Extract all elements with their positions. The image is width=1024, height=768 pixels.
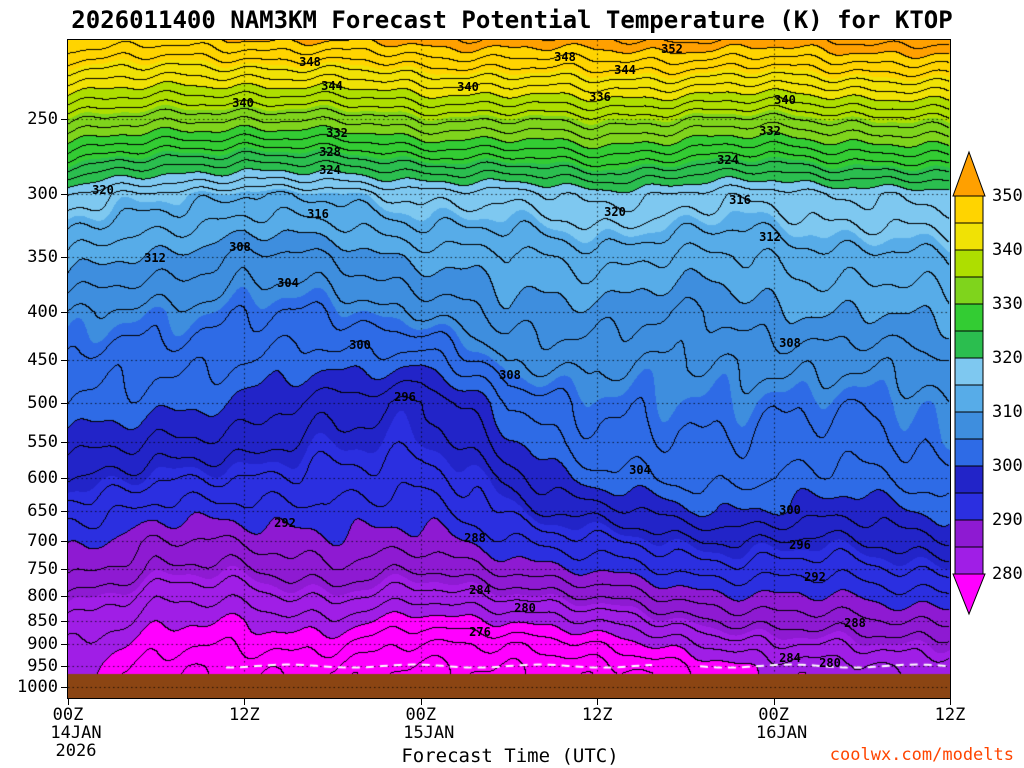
- colorbar-segment: [954, 195, 984, 224]
- time-tick-label: 12Z: [229, 705, 260, 725]
- colorbar-tick-label: 340: [992, 240, 1023, 260]
- time-tick-label: 12Z: [934, 705, 966, 725]
- plot-area: 348 344 340 340 348 352 344 336 340 332 332 328 324 3…: [67, 39, 951, 699]
- colorbar-segment: [954, 330, 984, 359]
- contour-field-canvas: [67, 39, 951, 699]
- colorbar-segment: [954, 546, 984, 575]
- pressure-tick-mark: [61, 595, 68, 597]
- pressure-tick-mark: [61, 257, 68, 259]
- pressure-tick-label: 500: [27, 393, 58, 414]
- colorbar-segment: [954, 438, 984, 467]
- colorbar: 280 290 300 310 320 330 340 350: [952, 148, 1024, 626]
- pressure-tick-mark: [61, 311, 68, 313]
- colorbar-tick-label: 320: [992, 348, 1023, 368]
- pressure-tick-mark: [61, 541, 68, 542]
- chart-title: 2026011400 NAM3KM Forecast Potential Tem…: [71, 6, 953, 34]
- pressure-tick-label: 700: [27, 531, 58, 551]
- date-label: 16JAN: [756, 723, 808, 743]
- pressure-tick-mark: [61, 119, 68, 121]
- pressure-tick-mark: [61, 687, 68, 689]
- pressure-tick-label: 600: [27, 467, 58, 488]
- colorbar-segment: [954, 222, 984, 251]
- colorbar-top-arrow: [952, 150, 986, 197]
- pressure-tick-mark: [61, 403, 68, 405]
- pressure-tick-label: 250: [27, 109, 58, 130]
- pressure-tick-label: 800: [27, 585, 58, 606]
- watermark-link[interactable]: coolwx.com/modelts: [829, 745, 1014, 765]
- colorbar-svg: [952, 150, 986, 616]
- pressure-tick-mark: [61, 666, 68, 668]
- colorbar-tick-label: 330: [992, 294, 1023, 314]
- pressure-tick-label: 450: [27, 350, 58, 371]
- pressure-tick-mark: [61, 643, 68, 645]
- pressure-tick-label: 650: [27, 500, 58, 521]
- pressure-tick-label: 400: [27, 301, 58, 322]
- date-label: 14JAN: [50, 723, 102, 743]
- colorbar-segment: [954, 303, 984, 332]
- pressure-tick-mark: [61, 360, 68, 362]
- time-tick-label: 12Z: [581, 705, 613, 725]
- pressure-tick-label: 900: [27, 633, 58, 654]
- pressure-tick-label: 850: [27, 610, 58, 631]
- time-tick-label: 00Z: [405, 705, 437, 725]
- pressure-tick-label: 550: [27, 432, 58, 453]
- date-label: 15JAN: [403, 723, 455, 743]
- pressure-tick-mark: [61, 193, 68, 195]
- colorbar-segment: [954, 465, 984, 494]
- colorbar-segment: [954, 411, 984, 440]
- pressure-tick-mark: [61, 477, 68, 479]
- colorbar-tick-label: 300: [992, 456, 1023, 476]
- time-tick-mark: [244, 698, 246, 705]
- pressure-tick-label: 1000: [17, 677, 58, 698]
- pressure-tick-mark: [61, 442, 68, 444]
- pressure-tick-mark: [61, 569, 68, 571]
- pressure-tick-label: 300: [27, 183, 58, 204]
- pressure-tick-mark: [61, 620, 68, 622]
- time-tick-label: 00Z: [52, 705, 84, 725]
- time-tick-mark: [68, 698, 69, 705]
- colorbar-segment: [954, 492, 984, 521]
- x-axis-title: Forecast Time (UTC): [401, 745, 619, 767]
- time-tick-mark: [597, 698, 599, 705]
- time-tick-label: 00Z: [758, 705, 789, 725]
- colorbar-tick-label: 280: [992, 564, 1023, 584]
- colorbar-segment: [954, 384, 984, 413]
- time-tick-mark: [773, 698, 775, 705]
- colorbar-segment: [954, 276, 984, 305]
- colorbar-segment: [954, 357, 984, 386]
- pressure-tick-mark: [61, 510, 68, 512]
- colorbar-bottom-arrow: [952, 573, 986, 616]
- colorbar-tick-label: 310: [992, 402, 1023, 422]
- colorbar-segment: [954, 249, 984, 278]
- colorbar-tick-label: 290: [992, 510, 1023, 530]
- colorbar-segment: [954, 519, 984, 548]
- pressure-tick-label: 750: [27, 559, 58, 580]
- pressure-tick-label: 350: [27, 247, 58, 268]
- time-tick-mark: [950, 698, 951, 705]
- pressure-tick-label: 950: [27, 656, 58, 677]
- date-label: 2026: [55, 741, 97, 761]
- time-tick-mark: [420, 698, 422, 705]
- colorbar-tick-label: 350: [992, 186, 1023, 206]
